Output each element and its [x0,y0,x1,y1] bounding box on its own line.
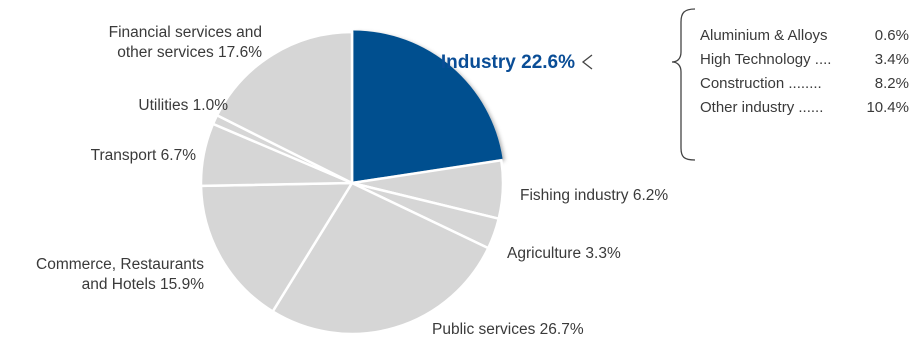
pie-slice [215,30,354,185]
pie-slice [199,181,354,313]
breakdown-item-label: Other industry ...... [700,99,823,116]
slice-label: Agriculture 3.3% [507,245,621,262]
slice-label: Transport 6.7% [91,147,197,164]
pie-slices [199,30,505,336]
industry-breakdown: Aluminium & Alloys 0.6% High Technology ..… [581,8,909,161]
breakdown-item-value: 8.2% [875,75,909,92]
breakdown-pointer [581,54,593,70]
breakdown-item-value: 0.6% [875,27,909,44]
slice-label: Utilities 1.0% [138,97,228,114]
slice-label: Fishing industry 6.2% [520,187,668,204]
pie-slice [271,181,490,336]
highlight-slice-label: Industry 22.6% [441,52,575,73]
slice-labels: Industry 22.6% Fishing industry 6.2% Agric… [36,24,668,338]
breakdown-item-label: Aluminium & Alloys [700,27,828,44]
pie-slice [353,30,503,182]
slice-label: Public services 26.7% [432,321,584,338]
breakdown-bracket [671,8,696,161]
breakdown-item-value: 10.4% [866,99,909,116]
breakdown-item-value: 3.4% [875,51,909,68]
breakdown-item-label: Construction ........ [700,75,822,92]
breakdown-item-label: High Technology .... [700,51,831,68]
slice-label: Financial services and other services 17.… [109,24,263,61]
slice-label: Commerce, Restaurants and Hotels 15.9% [36,256,204,293]
